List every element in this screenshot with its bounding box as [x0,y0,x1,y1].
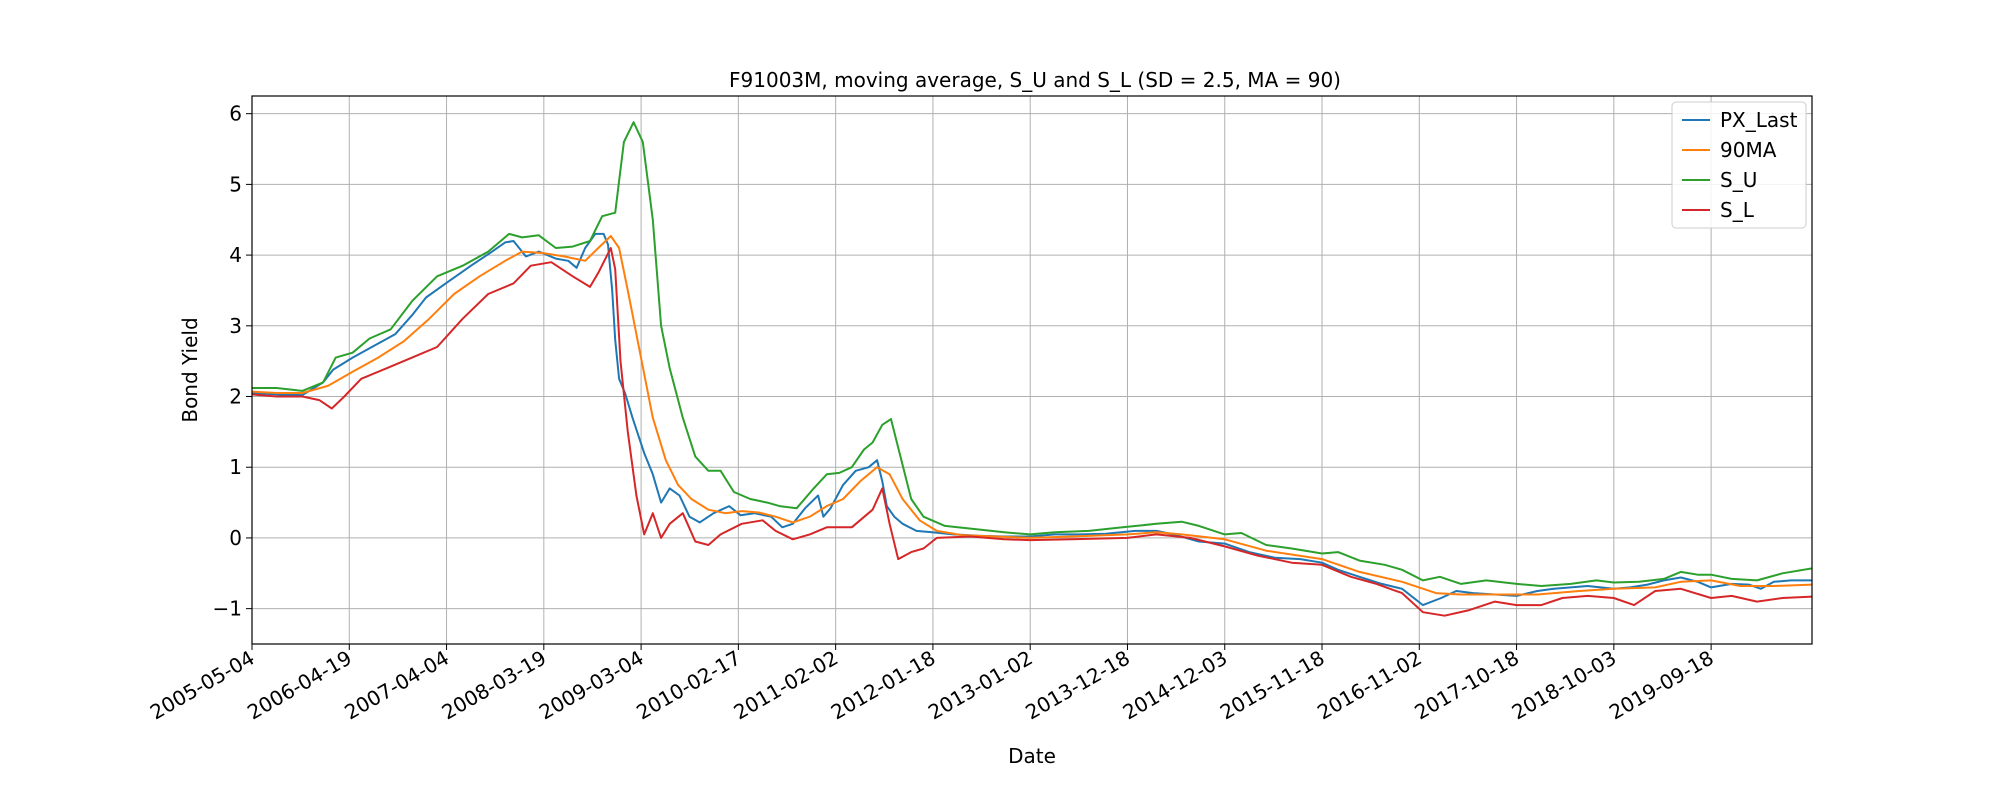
plot-frame [251,95,1813,645]
y-tick-label: 5 [229,172,242,196]
y-tick-label: 6 [229,102,242,126]
legend: PX_Last 90MA S_U S_L [1671,101,1807,229]
y-tick-label: 4 [229,243,242,267]
legend-label: 90MA [1720,138,1777,162]
series-line-90ma [252,235,1812,596]
y-tick-label: 2 [229,385,242,409]
y-tick-label: 0 [229,526,242,550]
y-tick-label: 3 [229,314,242,338]
series-line-s-l [252,247,1812,617]
legend-label: S_L [1720,198,1755,222]
y-axis-label: Bond Yield [178,317,202,422]
legend-label: PX_Last [1720,108,1798,132]
chart-title: F91003M, moving average, S_U and S_L (SD… [729,68,1341,92]
y-axis: −1 0 1 2 3 4 5 6 [213,102,252,621]
y-tick-label: −1 [213,597,242,621]
legend-label: S_U [1720,168,1757,192]
legend-box [1671,101,1807,229]
series-line-px-last [252,232,1812,607]
series-layer [252,121,1812,617]
x-axis-label: Date [1008,744,1056,768]
series-line-s-u [252,121,1812,587]
y-tick-label: 1 [229,455,242,479]
